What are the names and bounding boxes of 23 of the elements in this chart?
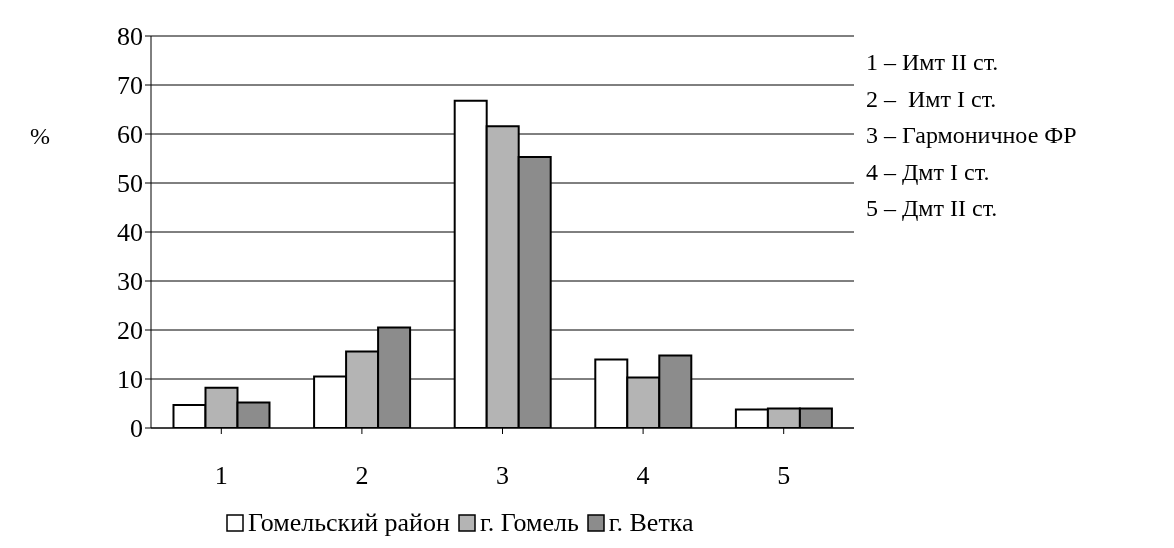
legend-label: Гомельский район [247,508,450,538]
y-axis-title: % [30,123,50,150]
x-tick-label: 1 [214,461,228,491]
text: 4 – Дмт I ст. [866,157,991,187]
x-tick-label: 2 [355,461,369,491]
x-tick-label: 3 [496,461,509,491]
legend-label: г. Гомель [478,508,579,538]
text: 3 – Гармоничное ФР [866,121,1077,150]
y-tick-label: 30 [117,267,143,297]
y-tick-label: 80 [117,22,143,52]
y-tick-label: 20 [117,316,143,346]
text: 5 – Дмт II ст. [866,194,999,223]
x-tick-label: 5 [777,461,791,491]
legend-label: г. Ветка [607,508,694,538]
text: 1 – Имт II ст. [866,48,1000,77]
y-tick-label: 40 [117,218,143,248]
x-tick-label: 4 [636,461,650,491]
y-tick-label: 0 [130,414,143,444]
y-tick-label: 70 [117,71,143,101]
y-tick-label: 10 [117,365,143,395]
y-tick-label: 50 [117,169,143,199]
y-tick-label: 60 [117,120,143,150]
text: 2 – Имт I ст. [866,84,998,114]
